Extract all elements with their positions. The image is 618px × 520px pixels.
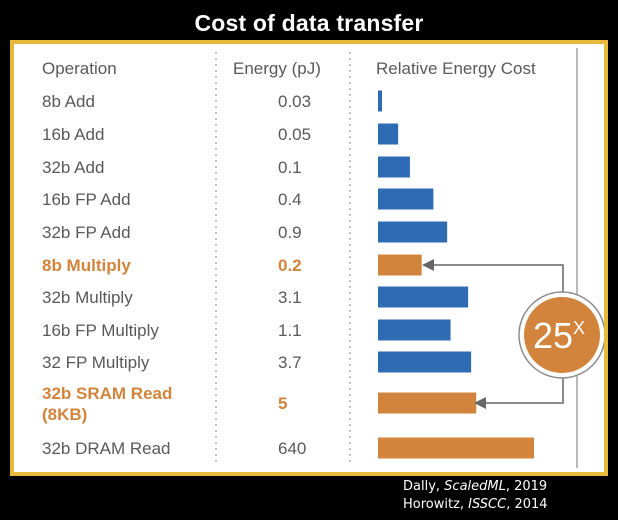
energy-cost-chart: Operation Energy (pJ) Relative Energy Cost… [42, 48, 604, 468]
header-operation: Operation [42, 59, 117, 78]
operation-label: 16b Add [42, 125, 104, 144]
bar-8b-add [378, 90, 382, 112]
operation-label: 32 FP Multiply [42, 353, 150, 372]
energy-value: 3.7 [278, 353, 302, 372]
operation-label: 32b FP Add [42, 223, 131, 242]
energy-value: 3.1 [278, 288, 302, 307]
operation-label: 8b Add [42, 92, 95, 111]
energy-value: 1.1 [278, 321, 302, 340]
operation-label: 16b FP Add [42, 190, 131, 209]
energy-value: 0.2 [278, 256, 302, 275]
bar-32-fp-multiply [378, 351, 472, 373]
energy-value: 0.05 [278, 125, 311, 144]
chart-title: Cost of data transfer [194, 10, 424, 36]
bar-32b-add [378, 156, 410, 178]
arrow-to-sram-read [480, 377, 564, 404]
operation-label: 16b FP Multiply [42, 321, 159, 340]
energy-value: 0.9 [278, 223, 302, 242]
bar-32b-multiply [378, 286, 469, 308]
energy-value: 640 [278, 439, 306, 458]
ratio-badge [524, 297, 600, 373]
operation-label: 32b DRAM Read [42, 439, 171, 458]
bar-16b-fp-add [378, 188, 434, 210]
citation-block: Dally, ScaledML, 2019 Horowitz, ISSCC, 2… [403, 478, 548, 514]
operation-label: 8b Multiply [42, 256, 131, 275]
citation-line-1: Dally, ScaledML, 2019 [403, 479, 548, 494]
energy-value: 0.4 [278, 190, 302, 209]
header-relative-cost: Relative Energy Cost [376, 59, 536, 78]
arrowhead-8b-multiply [422, 259, 434, 271]
bar-32b-fp-add [378, 221, 448, 243]
energy-value: 0.03 [278, 92, 311, 111]
operation-label: 32b Add [42, 158, 104, 177]
header-energy: Energy (pJ) [233, 59, 321, 78]
citation-line-2: Horowitz, ISSCC, 2014 [403, 497, 548, 512]
bar-16b-add [378, 123, 399, 145]
energy-value: 0.1 [278, 158, 302, 177]
operation-label: 32b Multiply [42, 288, 133, 307]
arrow-to-8b-multiply [427, 264, 564, 293]
bar-32b-dram-read [378, 437, 534, 459]
ratio-badge-text: 25X [533, 315, 585, 356]
bar-8b-multiply [378, 254, 422, 276]
energy-value: 5 [278, 394, 287, 413]
operation-label: 32b SRAM Read (8KB) [42, 384, 172, 424]
bar-16b-fp-multiply [378, 319, 451, 341]
arrowhead-sram-read [474, 397, 486, 409]
bar-32b-sram-read-8kb- [378, 392, 477, 414]
